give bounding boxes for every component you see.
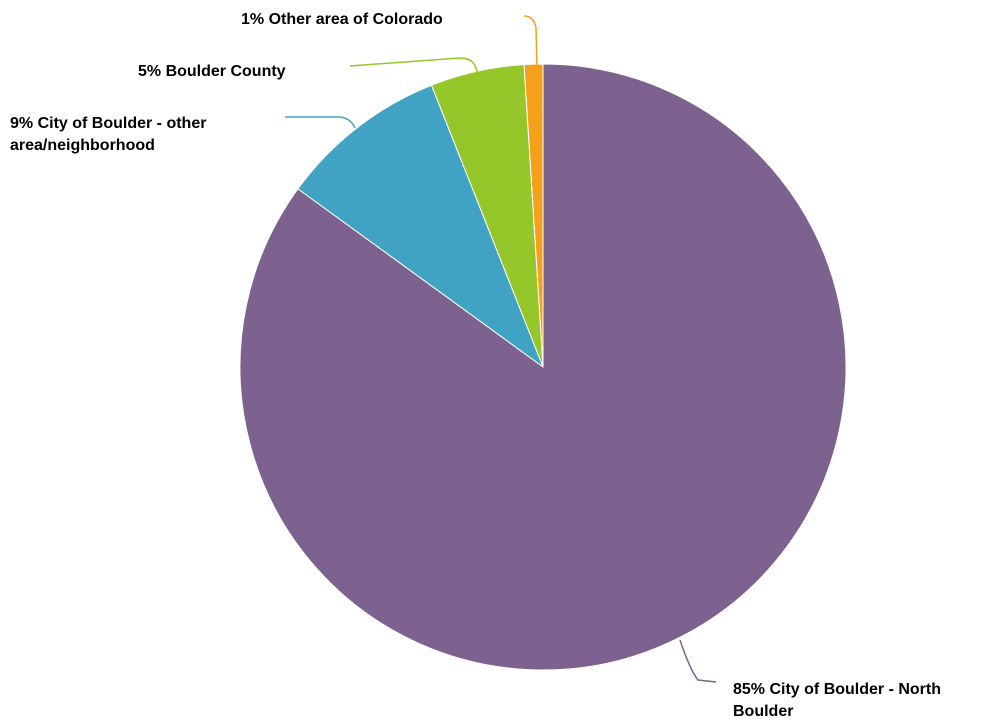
slice-label-line: 85% City of Boulder - North xyxy=(733,681,941,698)
leader-lines xyxy=(285,15,717,683)
slice-label: 9% City of Boulder - other area/neighborh… xyxy=(10,115,206,154)
pie-slice-city-of-boulder-north-boulder xyxy=(239,63,847,671)
leader-line xyxy=(523,15,538,69)
leader-line xyxy=(679,639,717,683)
slice-label-line: 9% City of Boulder - other xyxy=(10,115,206,132)
pie-slices xyxy=(239,63,847,671)
slice-labels: 85% City of Boulder - North Boulder 9% Cit… xyxy=(10,11,941,720)
pie-slice-city-of-boulder-other-area-neighborhood xyxy=(297,84,545,369)
leader-line xyxy=(285,116,356,129)
leader-line xyxy=(349,57,478,73)
slice-label: 85% City of Boulder - North Boulder xyxy=(733,681,941,720)
slice-label: 1% Other area of Colorado xyxy=(241,11,443,28)
slice-label: 5% Boulder County xyxy=(138,63,286,80)
slice-label-line: area/neighborhood xyxy=(10,137,155,154)
slice-label-line: 1% Other area of Colorado xyxy=(241,11,443,28)
slice-label-line: 5% Boulder County xyxy=(138,63,286,80)
slice-label-line: Boulder xyxy=(733,703,793,720)
